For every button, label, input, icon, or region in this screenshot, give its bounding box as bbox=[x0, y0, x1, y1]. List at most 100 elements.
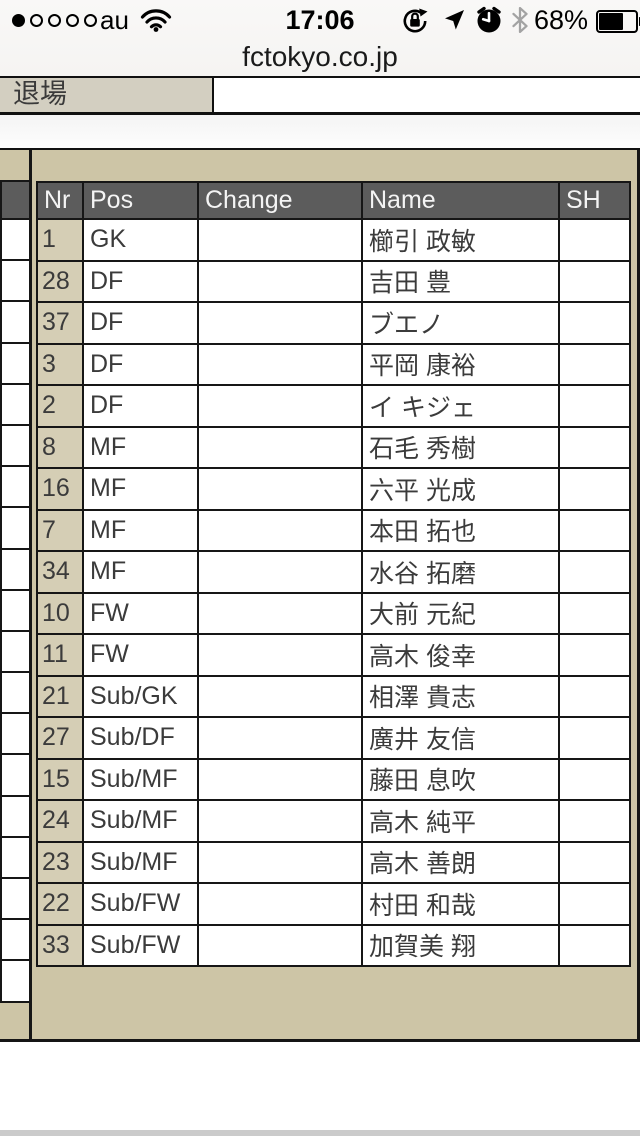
roster-table: Nr Pos Change Name SH 1 GK 櫛引 政敏 28 DF 吉… bbox=[36, 181, 631, 967]
cell-pos: DF bbox=[82, 259, 199, 303]
header-sh: SH bbox=[558, 181, 631, 220]
cell-change bbox=[197, 384, 363, 428]
cell-sh bbox=[558, 384, 631, 428]
cell-change bbox=[197, 923, 363, 967]
table-row: 7 MF 本田 拓也 bbox=[36, 508, 631, 552]
cell-pos: FW bbox=[82, 633, 199, 677]
cell-nr: 27 bbox=[36, 716, 84, 760]
table-row: 24 Sub/MF 高木 純平 bbox=[36, 799, 631, 843]
cell-nr: 11 bbox=[36, 633, 84, 677]
orientation-lock-icon bbox=[403, 8, 428, 33]
location-icon bbox=[445, 10, 464, 30]
cell-change bbox=[197, 674, 363, 718]
cell-pos: Sub/MF bbox=[82, 799, 199, 843]
cell-change bbox=[197, 840, 363, 884]
cell-nr: 22 bbox=[36, 882, 84, 926]
url-bar[interactable]: fctokyo.co.jp bbox=[242, 41, 398, 72]
dismissal-value-cell bbox=[214, 78, 640, 112]
cell-nr: 1 bbox=[36, 218, 84, 262]
cell-pos: FW bbox=[82, 591, 199, 635]
cell-pos: Sub/MF bbox=[82, 840, 199, 884]
cell-sh bbox=[558, 923, 631, 967]
cell-nr: 28 bbox=[36, 259, 84, 303]
cell-name: 石毛 秀樹 bbox=[361, 425, 560, 469]
cell-pos: DF bbox=[82, 301, 199, 345]
cell-sh bbox=[558, 757, 631, 801]
cell-nr: 21 bbox=[36, 674, 84, 718]
cell-name: ブエノ bbox=[361, 301, 560, 345]
cell-nr: 7 bbox=[36, 508, 84, 552]
table-row: 34 MF 水谷 拓磨 bbox=[36, 550, 631, 594]
cell-name: 相澤 貴志 bbox=[361, 674, 560, 718]
cell-pos: MF bbox=[82, 508, 199, 552]
cell-change bbox=[197, 550, 363, 594]
cell-sh bbox=[558, 840, 631, 884]
cell-sh bbox=[558, 716, 631, 760]
header-pos: Pos bbox=[82, 181, 199, 220]
wifi-icon bbox=[140, 9, 172, 32]
cell-name: 廣井 友信 bbox=[361, 716, 560, 760]
cell-name: 平岡 康裕 bbox=[361, 342, 560, 386]
roster-section: Nr Pos Change Name SH 1 GK 櫛引 政敏 28 DF 吉… bbox=[0, 148, 640, 1042]
header-name: Name bbox=[361, 181, 560, 220]
cell-pos: DF bbox=[82, 342, 199, 386]
cell-sh bbox=[558, 425, 631, 469]
cell-pos: DF bbox=[82, 384, 199, 428]
left-partial-header bbox=[0, 180, 29, 220]
page-gap bbox=[0, 115, 640, 148]
header-nr: Nr bbox=[36, 181, 84, 220]
status-bar: au 17:06 68% bbox=[0, 0, 640, 40]
cell-sh bbox=[558, 882, 631, 926]
cell-change bbox=[197, 425, 363, 469]
cell-sh bbox=[558, 342, 631, 386]
battery-icon bbox=[596, 10, 640, 33]
left-partial-cell bbox=[0, 425, 29, 468]
cell-nr: 10 bbox=[36, 591, 84, 635]
cell-sh bbox=[558, 508, 631, 552]
left-partial-cell bbox=[0, 508, 29, 550]
bottom-edge-strip bbox=[0, 1130, 640, 1136]
cell-change bbox=[197, 301, 363, 345]
table-row: 8 MF 石毛 秀樹 bbox=[36, 425, 631, 469]
table-row: 37 DF ブエノ bbox=[36, 301, 631, 345]
cell-nr: 37 bbox=[36, 301, 84, 345]
cell-pos: Sub/FW bbox=[82, 882, 199, 926]
cell-nr: 34 bbox=[36, 550, 84, 594]
browser-chrome: au 17:06 68% bbox=[0, 0, 640, 76]
left-partial-cell bbox=[0, 673, 29, 715]
cell-name: 六平 光成 bbox=[361, 467, 560, 511]
table-row: 22 Sub/FW 村田 和哉 bbox=[36, 882, 631, 926]
cell-pos: MF bbox=[82, 550, 199, 594]
table-row: 21 Sub/GK 相澤 貴志 bbox=[36, 674, 631, 718]
left-strip-rows bbox=[0, 220, 29, 1003]
cell-change bbox=[197, 716, 363, 760]
cell-change bbox=[197, 591, 363, 635]
left-partial-cell bbox=[0, 837, 29, 879]
cell-pos: MF bbox=[82, 425, 199, 469]
left-partial-cell bbox=[0, 302, 29, 344]
cell-sh bbox=[558, 799, 631, 843]
left-partial-cell bbox=[0, 261, 29, 303]
cell-nr: 24 bbox=[36, 799, 84, 843]
cell-name: 本田 拓也 bbox=[361, 508, 560, 552]
cell-name: イ キジェ bbox=[361, 384, 560, 428]
table-row: 10 FW 大前 元紀 bbox=[36, 591, 631, 635]
left-partial-cell bbox=[0, 879, 29, 921]
left-partial-cell bbox=[0, 343, 29, 385]
cell-nr: 23 bbox=[36, 840, 84, 884]
cell-name: 吉田 豊 bbox=[361, 259, 560, 303]
table-row: 28 DF 吉田 豊 bbox=[36, 259, 631, 303]
dismissal-label: 退場 bbox=[0, 78, 214, 112]
cell-nr: 15 bbox=[36, 757, 84, 801]
cell-pos: MF bbox=[82, 467, 199, 511]
header-change: Change bbox=[197, 181, 363, 220]
cell-change bbox=[197, 508, 363, 552]
left-partial-cell bbox=[0, 796, 29, 838]
dismissal-row: 退場 bbox=[0, 76, 640, 115]
cell-sh bbox=[558, 550, 631, 594]
cell-sh bbox=[558, 259, 631, 303]
table-row: 2 DF イ キジェ bbox=[36, 384, 631, 428]
left-partial-cell bbox=[0, 631, 29, 674]
roster-tbody: 1 GK 櫛引 政敏 28 DF 吉田 豊 37 DF ブエノ 3 DF 平岡 … bbox=[36, 218, 631, 967]
cell-sh bbox=[558, 633, 631, 677]
